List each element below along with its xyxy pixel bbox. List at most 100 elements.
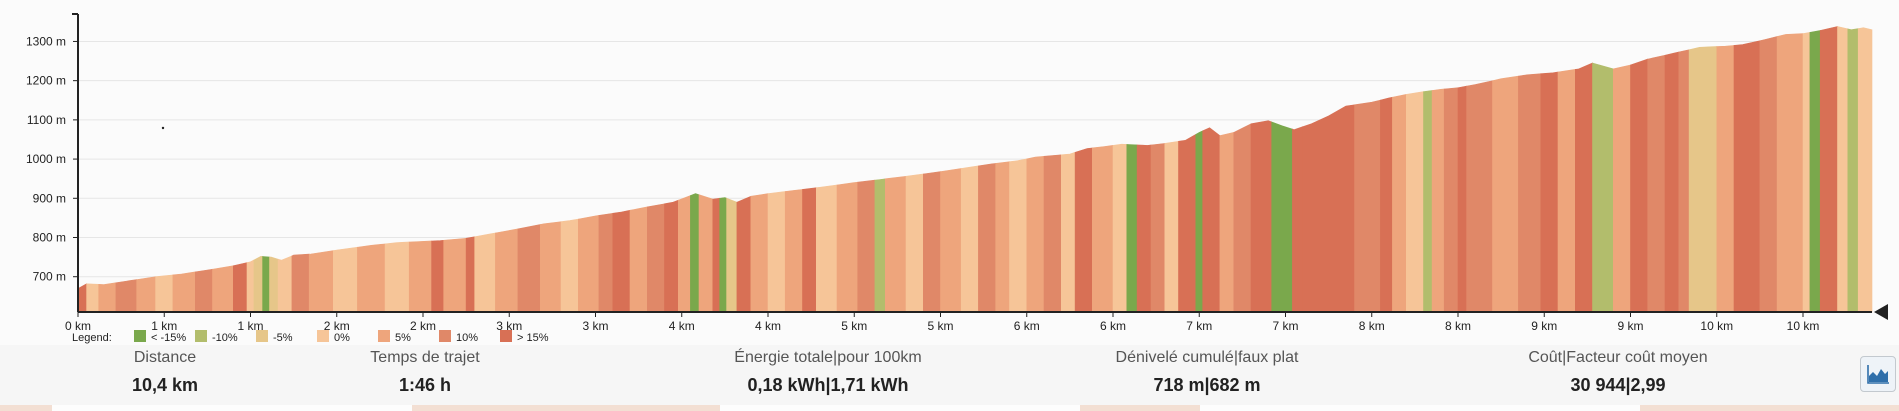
legend-label: < -15% [151, 332, 186, 344]
x-tick-label: 6 km [1014, 319, 1040, 333]
slope-band [1688, 46, 1718, 313]
slope-band [1074, 147, 1093, 313]
x-tick-label: 9 km [1617, 319, 1643, 333]
slope-band [802, 187, 817, 313]
slope-band [1126, 144, 1138, 313]
slope-band [664, 199, 679, 313]
slope-band [1250, 120, 1272, 313]
x-tick-label: 8 km [1359, 319, 1385, 333]
legend-swatch [500, 330, 512, 342]
slope-band [1354, 99, 1381, 313]
slope-band [155, 274, 174, 313]
x-tick-label: 1 km [151, 319, 177, 333]
slope-band [1406, 91, 1424, 313]
slope-band [1423, 90, 1433, 313]
slope-band [784, 189, 803, 313]
y-tick-label: 1000 m [26, 152, 66, 166]
slope-band [1647, 54, 1666, 313]
slope-band [233, 262, 248, 313]
slope-band [905, 173, 924, 313]
stat-label: Coût|Facteur coût moyen [1528, 349, 1708, 366]
slope-band [1592, 62, 1614, 313]
x-tick-label: 10 km [1700, 319, 1733, 333]
slope-band [1136, 144, 1152, 313]
slope-band [995, 161, 1010, 313]
legend-swatch [317, 330, 329, 342]
slope-band [1302, 104, 1355, 313]
slope-band [465, 236, 475, 313]
slope-band [1819, 26, 1838, 313]
slope-band [1092, 145, 1114, 313]
slope-band [698, 194, 714, 313]
stat-label: Énergie totale|pour 100km [734, 349, 922, 366]
slope-band [540, 221, 562, 313]
slope-band [1466, 80, 1493, 313]
y-tick-label: 700 m [33, 270, 66, 284]
stat-energy: Énergie totale|pour 100km 0,18 kWh|1,71 … [663, 345, 993, 396]
slope-band [1802, 32, 1811, 313]
slope-band [1857, 27, 1873, 313]
legend-swatch [256, 330, 268, 342]
slope-band [1233, 123, 1252, 313]
stat-value: 30 944|2,99 [1570, 375, 1666, 395]
x-tick-label: 10 km [1787, 319, 1820, 333]
x-tick-label: 8 km [1445, 319, 1471, 333]
slope-band [1613, 64, 1631, 313]
route-stats-bar: Distance 10,4 km Temps de trajet 1:46 h … [0, 345, 1899, 411]
x-tick-label: 9 km [1531, 319, 1557, 333]
slope-band [1557, 69, 1576, 313]
legend-swatch [439, 330, 451, 342]
slope-band [308, 250, 334, 313]
slope-band [443, 237, 467, 313]
legend-title: Legend: [72, 332, 112, 344]
x-tick-label: 5 km [927, 319, 953, 333]
slope-band [115, 279, 137, 313]
slope-band [978, 163, 996, 313]
slope-band [1431, 88, 1445, 313]
legend: Legend: < -15% -10% -5% 0% 5% 10% > 15% [72, 330, 549, 344]
slope-band [1178, 133, 1197, 313]
slope-band [960, 165, 979, 313]
slope-band [1009, 158, 1028, 313]
legend-label: 5% [395, 332, 411, 344]
stat-value: 1:46 h [398, 375, 452, 395]
slope-band [246, 259, 255, 313]
slope-band [1540, 71, 1559, 313]
stat-label: Temps de trajet [370, 349, 480, 366]
slope-band [612, 209, 631, 313]
slope-band [1809, 30, 1821, 313]
slope-band [1733, 40, 1761, 313]
slope-band [1061, 151, 1076, 313]
slope-band [253, 255, 263, 313]
x-tick-label: 5 km [841, 319, 867, 333]
x-tick-label: 6 km [1100, 319, 1126, 333]
y-tick-label: 900 m [33, 191, 66, 205]
slope-band [86, 283, 99, 313]
slope-band [77, 283, 87, 313]
slope-band [98, 282, 117, 313]
elevation-chart: 700 m 800 m 900 m 1000 m 1100 m 1200 m 1300 m 0… [25, 13, 1888, 344]
slope-band [560, 218, 579, 313]
slope-band [1518, 73, 1542, 313]
slope-band [277, 255, 293, 313]
stat-cost: Coût|Facteur coût moyen 30 944|2,99 [1453, 345, 1783, 396]
slope-band [195, 268, 213, 313]
slope-band [1630, 58, 1648, 313]
slope-band [431, 239, 444, 313]
triangle-left-icon [1874, 304, 1888, 320]
slope-band [874, 178, 886, 313]
chart-toggle-button[interactable] [1860, 356, 1896, 392]
slope-band [1219, 132, 1235, 313]
slope-band [836, 181, 858, 313]
slope-band [940, 168, 962, 313]
slope-band [885, 175, 907, 313]
slope-band [1150, 143, 1166, 313]
x-tick-label: 4 km [755, 319, 781, 333]
slope-band [647, 203, 665, 313]
slope-band [269, 256, 279, 313]
slope-band [333, 246, 358, 313]
slope-band [474, 232, 496, 313]
x-tick-label: 3 km [496, 319, 522, 333]
x-tick-label: 2 km [410, 319, 436, 333]
slope-band [1716, 45, 1735, 313]
